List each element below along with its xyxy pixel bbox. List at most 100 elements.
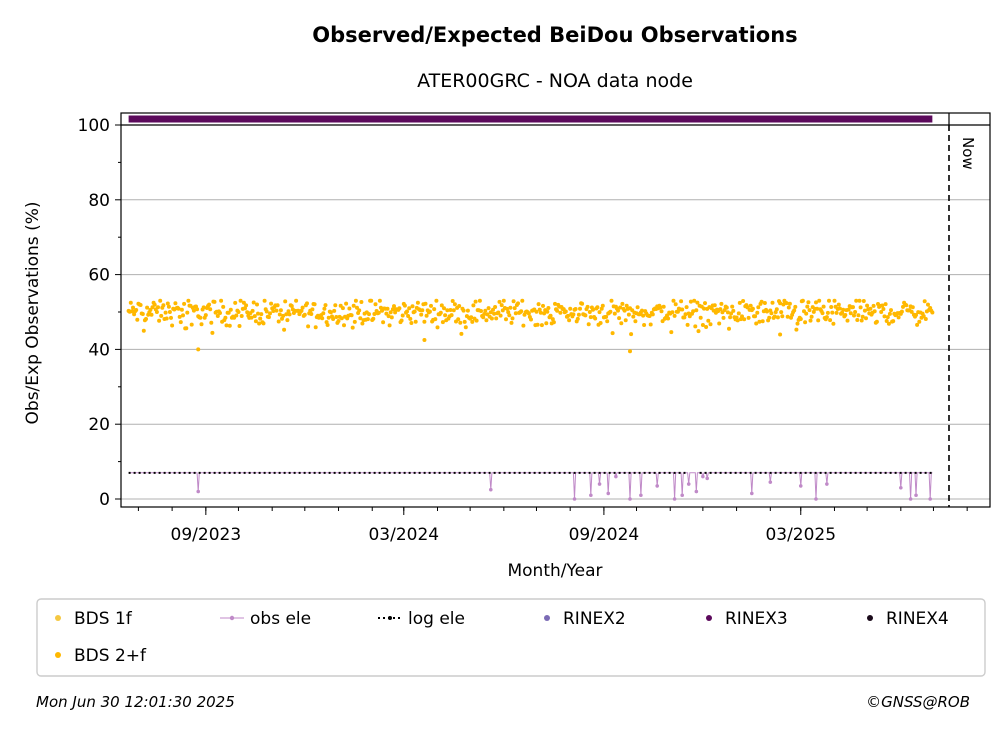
legend-entry: obs ele bbox=[220, 609, 311, 629]
bds2-point bbox=[889, 308, 893, 313]
bds2-point bbox=[786, 305, 791, 310]
bds2-point bbox=[381, 320, 386, 325]
bds2-point bbox=[548, 313, 553, 318]
bds2-point bbox=[377, 298, 382, 303]
bds2-point bbox=[806, 300, 811, 305]
bds2-point bbox=[424, 313, 429, 318]
legend-label: obs ele bbox=[250, 609, 311, 629]
bds2-point bbox=[567, 318, 572, 323]
bds2-point bbox=[568, 306, 573, 311]
bds2-point bbox=[610, 331, 615, 336]
bds2-point bbox=[402, 303, 407, 308]
bds2-point bbox=[845, 318, 850, 323]
bds2-outlier-point bbox=[196, 347, 201, 352]
bds2-point bbox=[729, 311, 734, 316]
bds2-point bbox=[731, 308, 736, 313]
bds2-point bbox=[803, 320, 808, 325]
bds2-point bbox=[861, 299, 866, 303]
bds2-point bbox=[433, 317, 438, 322]
bds2-point bbox=[573, 307, 578, 311]
bds2-point bbox=[917, 319, 922, 324]
bds2-point bbox=[134, 308, 139, 312]
bds2-point bbox=[576, 312, 581, 317]
obs-ele-dip-point bbox=[705, 476, 710, 481]
bds2-point bbox=[909, 309, 914, 314]
bds2-point bbox=[511, 299, 516, 304]
bds2-point bbox=[397, 306, 402, 311]
bds2-point bbox=[281, 313, 286, 318]
bds2-point bbox=[325, 323, 330, 327]
bds2-point bbox=[886, 321, 891, 326]
bds2-point bbox=[320, 316, 325, 321]
bds2-point bbox=[228, 307, 233, 312]
bds2-point bbox=[434, 298, 439, 303]
bds2-point bbox=[256, 311, 260, 316]
bds2-point bbox=[830, 310, 835, 315]
bds2-point bbox=[158, 298, 163, 303]
bds2-point bbox=[807, 308, 812, 313]
obs-ele-dip-point bbox=[614, 474, 618, 479]
obs-ele-dip-point bbox=[589, 493, 593, 498]
bds2-point bbox=[156, 305, 160, 310]
bds2-point bbox=[695, 300, 700, 305]
bds2-point bbox=[762, 301, 767, 305]
bds2-point bbox=[583, 313, 588, 318]
bds2-point bbox=[482, 312, 487, 316]
bds2-point bbox=[302, 312, 307, 317]
bds2-point bbox=[817, 298, 822, 303]
bds2-point bbox=[670, 310, 675, 315]
bds2-point bbox=[843, 313, 848, 317]
bds2-point bbox=[481, 315, 486, 320]
bds2-point bbox=[309, 312, 314, 316]
bds2-point bbox=[507, 313, 512, 318]
bds2-point bbox=[814, 300, 818, 305]
obs-ele-dip-point bbox=[701, 474, 705, 479]
bds2-point bbox=[310, 307, 315, 312]
bds2-point bbox=[210, 330, 215, 335]
bds2-point bbox=[266, 315, 271, 320]
bds2-point bbox=[157, 318, 162, 323]
bds2-point bbox=[883, 302, 888, 307]
bds2-point bbox=[287, 312, 292, 317]
bds2-point bbox=[167, 310, 172, 314]
bds2-outlier-point bbox=[422, 338, 427, 343]
bds2-point bbox=[767, 315, 772, 320]
bds2-point bbox=[340, 306, 345, 311]
bds2-point bbox=[885, 315, 890, 320]
bds2-point bbox=[244, 303, 249, 308]
bds2-point bbox=[519, 309, 524, 314]
bds2-point bbox=[504, 317, 508, 322]
bds2-point bbox=[571, 312, 576, 317]
bds2-point bbox=[717, 321, 722, 326]
bds2-point bbox=[832, 298, 837, 303]
bds2-point bbox=[407, 306, 412, 311]
bds2-point bbox=[427, 309, 432, 314]
bds2-point bbox=[735, 318, 740, 323]
bds2-point bbox=[854, 298, 859, 303]
bds2-point bbox=[399, 318, 404, 323]
bds2-point bbox=[322, 306, 327, 311]
bds2-point bbox=[650, 312, 655, 317]
bds2-point bbox=[278, 308, 283, 313]
bds2-point bbox=[253, 319, 258, 324]
bds2-point bbox=[477, 298, 482, 303]
bds2-point bbox=[275, 303, 280, 308]
bds2-point bbox=[520, 298, 525, 303]
bds2-outlier-point bbox=[628, 349, 633, 354]
bds2-point bbox=[566, 313, 570, 318]
bds2-point bbox=[891, 319, 896, 324]
obs-ele-dip-point bbox=[686, 482, 691, 486]
bds2-point bbox=[465, 308, 470, 313]
bds2-point bbox=[829, 305, 834, 309]
bds2-point bbox=[328, 310, 333, 315]
bds2-point bbox=[484, 318, 489, 323]
bds2-point bbox=[313, 325, 318, 330]
bds2-point bbox=[349, 313, 354, 318]
bds2-point bbox=[770, 300, 775, 305]
bds2-point bbox=[323, 303, 328, 308]
bds2-point bbox=[721, 315, 726, 320]
bds2-point bbox=[456, 317, 461, 322]
bds2-point bbox=[558, 310, 563, 315]
bds2-point bbox=[388, 310, 393, 315]
bds2-point bbox=[624, 303, 629, 308]
